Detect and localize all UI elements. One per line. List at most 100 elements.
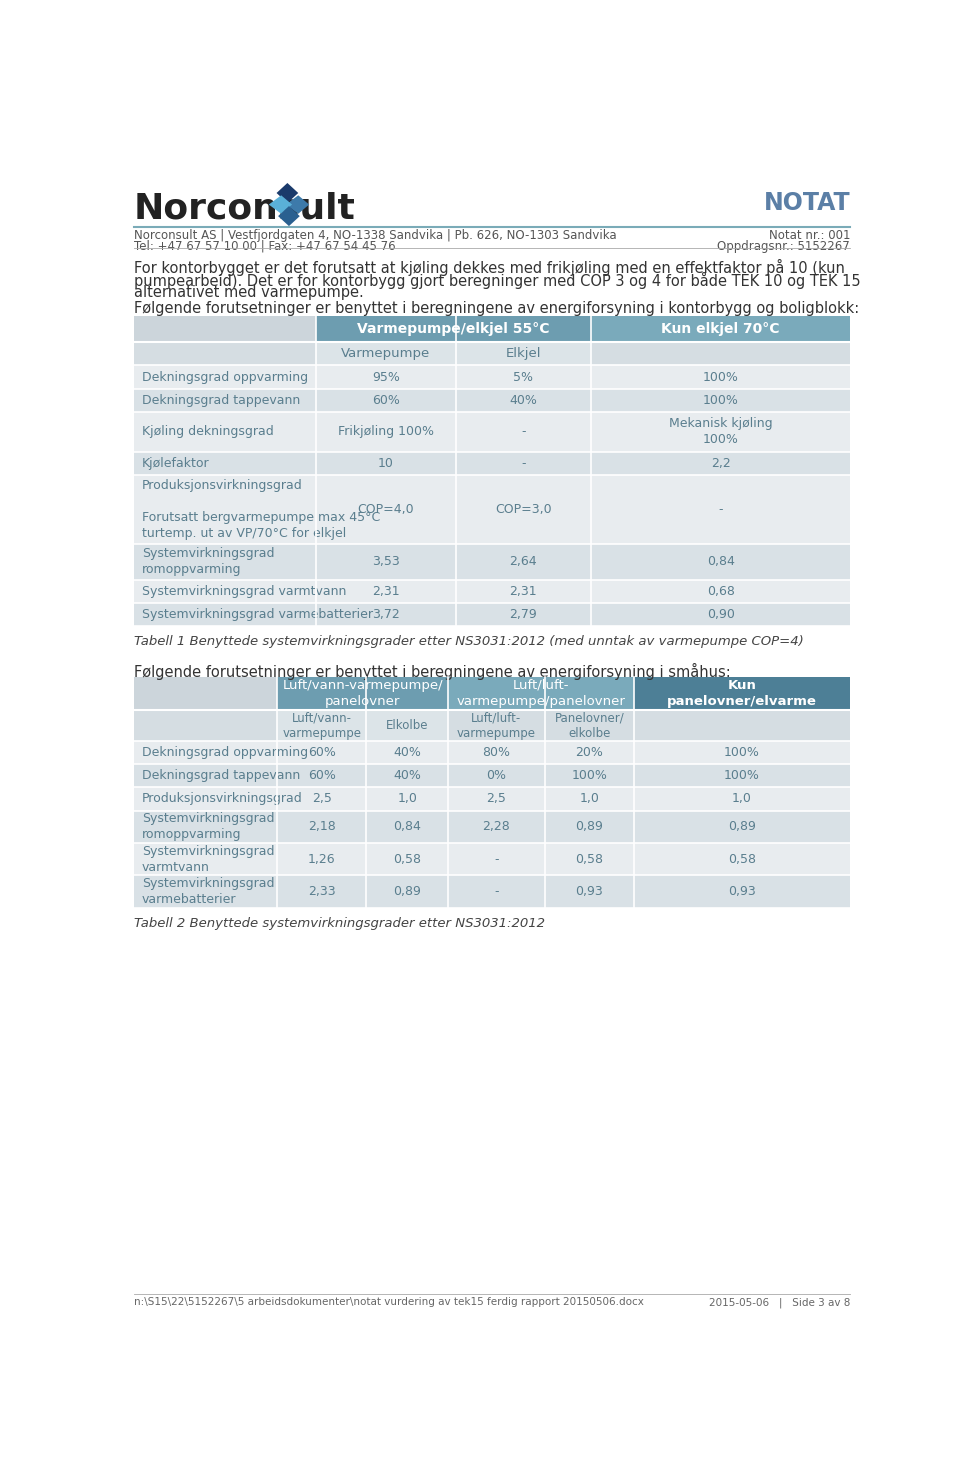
Bar: [134, 342, 316, 366]
Text: 0%: 0%: [487, 770, 506, 783]
Text: 0,89: 0,89: [728, 820, 756, 833]
Text: 0,89: 0,89: [394, 885, 421, 898]
Bar: [544, 787, 634, 811]
Text: Luft/vann-
varmepumpe: Luft/vann- varmepumpe: [282, 712, 361, 740]
Text: 100%: 100%: [703, 370, 738, 383]
Bar: [277, 676, 447, 710]
Text: Norconsult AS | Vestfjordgaten 4, NO-1338 Sandvika | Pb. 626, NO-1303 Sandvika: Norconsult AS | Vestfjordgaten 4, NO-133…: [134, 229, 616, 243]
Text: Produksjonsvirkningsgrad: Produksjonsvirkningsgrad: [142, 792, 302, 805]
Text: Følgende forutsetninger er benyttet i beregningene av energiforsyning i kontorby: Følgende forutsetninger er benyttet i be…: [134, 300, 859, 315]
Text: 1,0: 1,0: [732, 792, 752, 805]
Text: 0,84: 0,84: [707, 555, 734, 568]
Text: COP=4,0: COP=4,0: [357, 503, 414, 517]
Text: 2,2: 2,2: [710, 457, 731, 469]
Bar: [456, 580, 591, 602]
Text: 10: 10: [378, 457, 394, 469]
Polygon shape: [276, 184, 299, 203]
Bar: [134, 764, 277, 787]
Bar: [634, 875, 850, 907]
Text: 0,68: 0,68: [707, 585, 734, 598]
Text: 0,58: 0,58: [575, 852, 603, 866]
Bar: [134, 875, 277, 907]
Bar: [591, 545, 850, 580]
Bar: [447, 741, 544, 764]
Bar: [277, 787, 367, 811]
Text: 0,89: 0,89: [575, 820, 603, 833]
Text: Frikjøling 100%: Frikjøling 100%: [338, 425, 434, 438]
Bar: [591, 389, 850, 411]
Text: -: -: [494, 852, 498, 866]
Text: Systemvirkningsgrad
varmtvann: Systemvirkningsgrad varmtvann: [142, 845, 275, 873]
Text: 0,84: 0,84: [394, 820, 421, 833]
Text: 2,33: 2,33: [308, 885, 336, 898]
Bar: [447, 844, 544, 875]
Text: Oppdragsnr.: 5152267: Oppdragsnr.: 5152267: [717, 240, 850, 253]
Text: 40%: 40%: [394, 770, 421, 783]
Bar: [316, 389, 456, 411]
Text: Følgende forutsetninger er benyttet i beregningene av energiforsyning i småhus:: Følgende forutsetninger er benyttet i be…: [134, 663, 731, 679]
Text: 1,0: 1,0: [579, 792, 599, 805]
Bar: [544, 875, 634, 907]
Text: NOTAT: NOTAT: [763, 191, 850, 216]
Polygon shape: [286, 195, 309, 213]
Bar: [634, 787, 850, 811]
Bar: [591, 451, 850, 475]
Text: Varmepumpe/elkjel 55°C: Varmepumpe/elkjel 55°C: [357, 323, 550, 336]
Bar: [134, 811, 277, 844]
Bar: [634, 676, 850, 710]
Bar: [544, 764, 634, 787]
Text: For kontorbygget er det forutsatt at kjøling dekkes med frikjøling med en effekt: For kontorbygget er det forutsatt at kjø…: [134, 259, 845, 277]
Text: 0,93: 0,93: [575, 885, 603, 898]
Bar: [447, 710, 544, 741]
Bar: [544, 844, 634, 875]
Bar: [447, 676, 634, 710]
Bar: [544, 741, 634, 764]
Text: 0,58: 0,58: [728, 852, 756, 866]
Text: 100%: 100%: [724, 770, 760, 783]
Bar: [634, 811, 850, 844]
Text: Notat nr.: 001: Notat nr.: 001: [769, 229, 850, 243]
Bar: [591, 602, 850, 626]
Bar: [456, 411, 591, 451]
Text: 40%: 40%: [510, 394, 538, 407]
Text: alternativet med varmepumpe.: alternativet med varmepumpe.: [134, 286, 364, 300]
Text: 2,79: 2,79: [510, 608, 538, 620]
Text: Dekningsgrad oppvarming: Dekningsgrad oppvarming: [142, 370, 308, 383]
Text: Kun elkjel 70°C: Kun elkjel 70°C: [661, 323, 780, 336]
Bar: [316, 580, 456, 602]
Text: Luft/luft-
varmepumpe: Luft/luft- varmepumpe: [457, 712, 536, 740]
Bar: [591, 317, 850, 342]
Bar: [316, 602, 456, 626]
Text: 40%: 40%: [394, 746, 421, 759]
Bar: [634, 710, 850, 741]
Bar: [456, 475, 591, 545]
Bar: [634, 764, 850, 787]
Text: 0,58: 0,58: [394, 852, 421, 866]
Bar: [316, 342, 456, 366]
Bar: [316, 366, 456, 389]
Bar: [134, 475, 316, 545]
Bar: [134, 787, 277, 811]
Text: 1,26: 1,26: [308, 852, 336, 866]
Text: Dekningsgrad tappevann: Dekningsgrad tappevann: [142, 394, 300, 407]
Bar: [456, 602, 591, 626]
Text: 100%: 100%: [703, 394, 738, 407]
Text: 60%: 60%: [372, 394, 399, 407]
Bar: [316, 475, 456, 545]
Bar: [456, 366, 591, 389]
Bar: [591, 580, 850, 602]
Text: Tabell 2 Benyttede systemvirkningsgrader etter NS3031:2012: Tabell 2 Benyttede systemvirkningsgrader…: [134, 916, 545, 929]
Bar: [134, 389, 316, 411]
Text: 2,31: 2,31: [372, 585, 399, 598]
Bar: [367, 875, 447, 907]
Bar: [134, 411, 316, 451]
Bar: [591, 366, 850, 389]
Text: 60%: 60%: [308, 770, 336, 783]
Text: Systemvirkningsgrad
varmebatterier: Systemvirkningsgrad varmebatterier: [142, 876, 275, 906]
Text: 100%: 100%: [571, 770, 608, 783]
Bar: [316, 317, 591, 342]
Text: Kjøling dekningsgrad: Kjøling dekningsgrad: [142, 425, 274, 438]
Text: 2,5: 2,5: [487, 792, 506, 805]
Text: Tabell 1 Benyttede systemvirkningsgrader etter NS3031:2012 (med unntak av varmep: Tabell 1 Benyttede systemvirkningsgrader…: [134, 635, 804, 648]
Text: -: -: [718, 503, 723, 517]
